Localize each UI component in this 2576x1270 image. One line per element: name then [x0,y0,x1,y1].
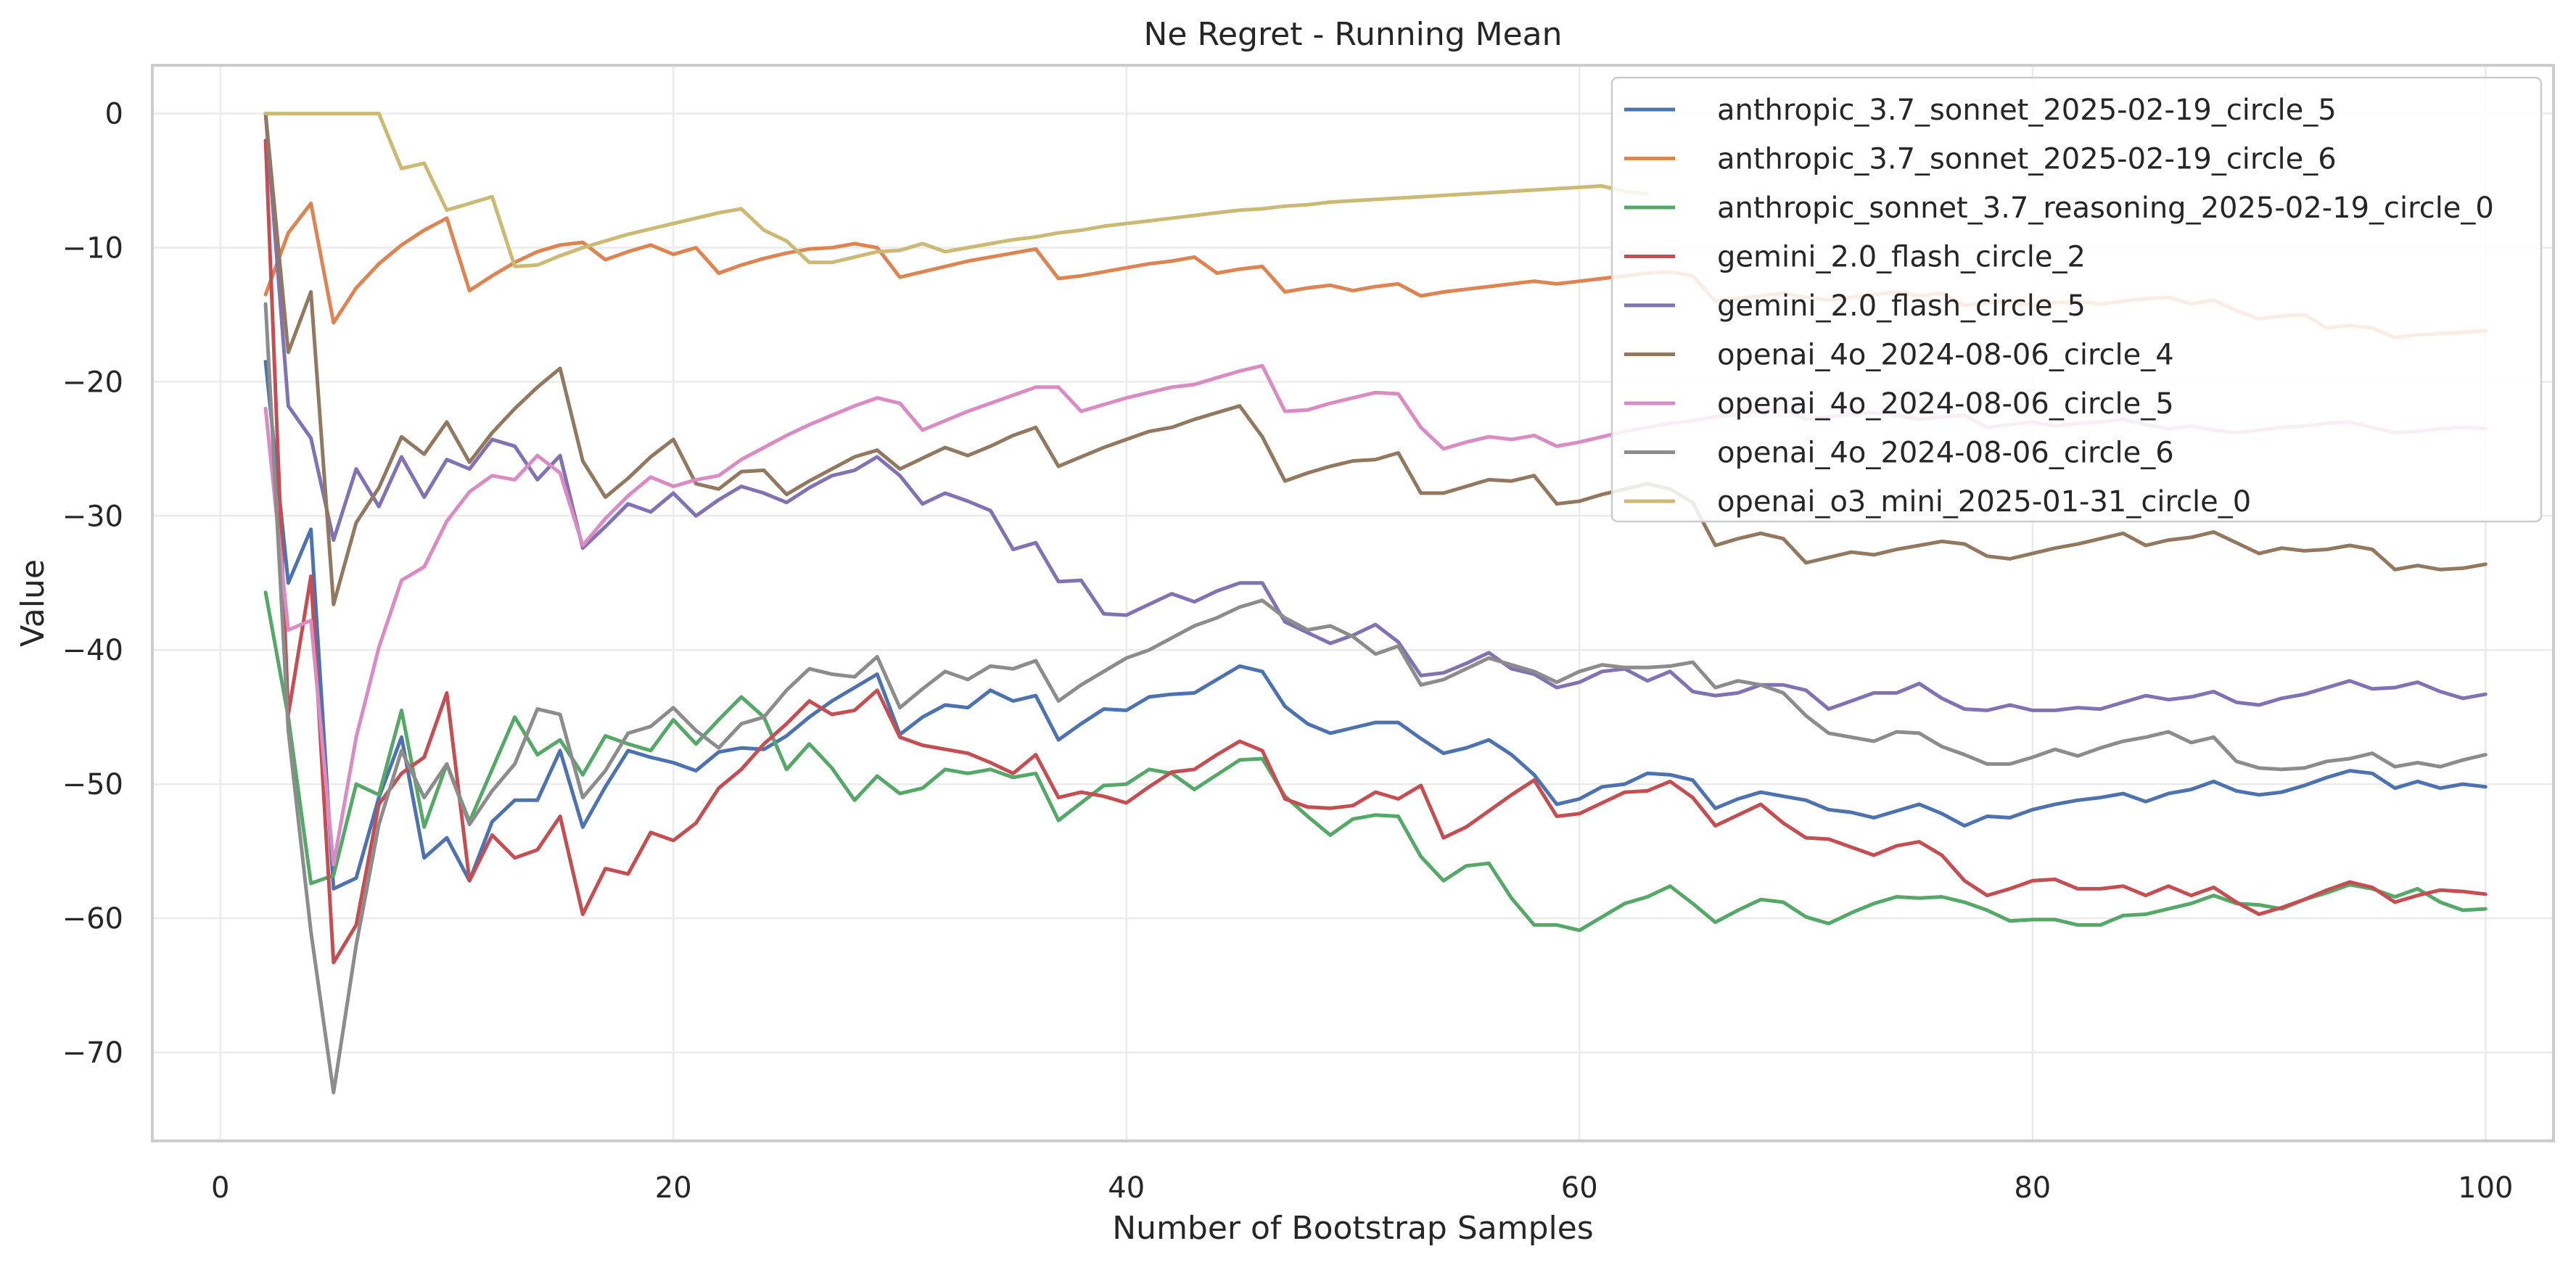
y-tick-label: −30 [62,500,123,533]
x-axis-label: Number of Bootstrap Samples [1112,1210,1593,1247]
legend-entry: anthropic_3.7_sonnet_2025-02-19_circle_5 [1717,94,2337,127]
ticks: 0 20 40 60 80 100 0 −10 −20 −30 −40 −50 −60 −70 [62,98,2514,1205]
series-line [263,590,2487,933]
series-line [263,360,2487,891]
plot-frame [151,64,2555,1142]
legend-entry: openai_o3_mini_2025-01-31_circle_0 [1717,485,2251,519]
series-line [263,112,1650,268]
series-line [263,139,2487,965]
series-line [263,112,2487,606]
x-tick-label: 100 [2458,1171,2513,1205]
x-tick-label: 60 [1561,1171,1598,1205]
chart-title: Ne Regret - Running Mean [1143,16,1562,53]
legend: anthropic_3.7_sonnet_2025-02-19_circle_5… [1610,76,2543,523]
x-tick-label: 0 [211,1171,229,1205]
series-line [263,112,2487,712]
y-tick-label: −70 [62,1036,123,1070]
legend-entry: anthropic_3.7_sonnet_2025-02-19_circle_6 [1717,143,2337,176]
y-axis-label: Value [15,559,52,647]
y-tick-label: 0 [105,98,123,131]
legend-entry: openai_4o_2024-08-06_circle_6 [1717,437,2174,470]
legend-box [1610,76,2543,523]
series-lines [263,112,2487,1094]
x-tick-label: 80 [2014,1171,2051,1205]
y-tick-label: −20 [62,366,123,399]
legend-entry: gemini_2.0_flash_circle_2 [1717,241,2086,274]
series-line [263,302,2487,1094]
y-tick-label: −40 [62,634,123,667]
legend-entry: gemini_2.0_flash_circle_5 [1717,289,2086,323]
legend-entry: openai_4o_2024-08-06_circle_4 [1717,339,2174,372]
x-tick-label: 20 [655,1171,692,1205]
x-tick-label: 40 [1108,1171,1145,1205]
y-tick-label: −10 [62,231,123,265]
legend-entry: anthropic_sonnet_3.7_reasoning_2025-02-1… [1717,191,2494,225]
y-tick-label: −60 [62,902,123,936]
legend-entry: openai_4o_2024-08-06_circle_5 [1717,387,2174,421]
y-tick-label: −50 [62,768,123,801]
